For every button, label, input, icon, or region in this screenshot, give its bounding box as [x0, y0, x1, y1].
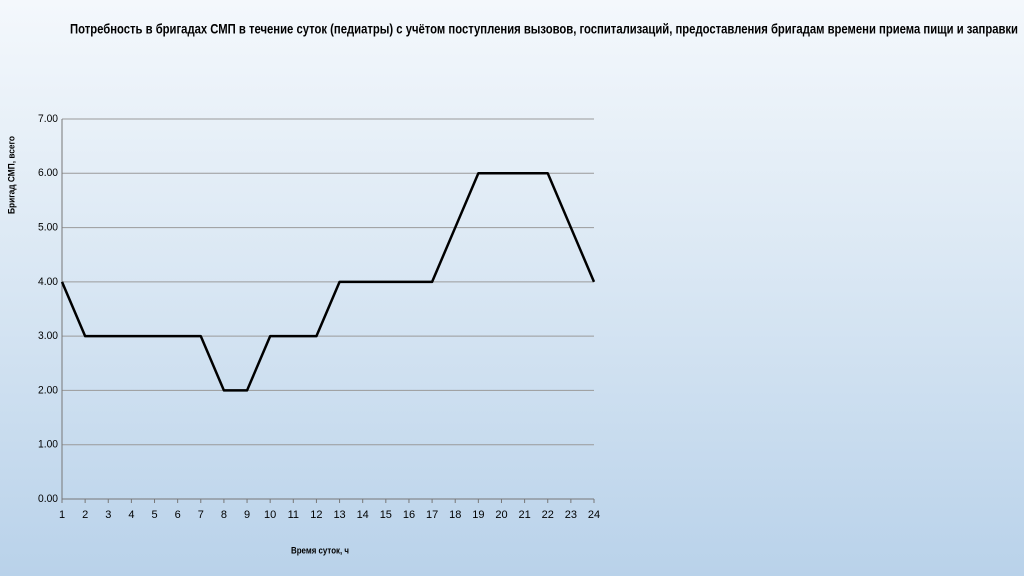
x-tick-label: 12	[310, 509, 322, 521]
data-line	[60, 172, 596, 392]
x-tick-label: 16	[403, 509, 415, 521]
x-tick-label: 14	[357, 509, 369, 521]
y-tick-label: 3.00	[38, 330, 58, 342]
x-tick-label: 11	[288, 509, 299, 521]
y-tick-label: 0.00	[38, 493, 58, 505]
x-tick-label: 5	[151, 509, 157, 521]
y-tick-label: 4.00	[38, 276, 58, 288]
x-tick-label: 18	[449, 509, 461, 521]
x-tick-label: 13	[333, 509, 345, 521]
x-tick-label: 2	[82, 509, 88, 521]
y-tick-label: 7.00	[38, 113, 58, 125]
x-tick-label: 10	[264, 509, 276, 521]
chart-title: Потребность в бригадах СМП в течение сут…	[70, 21, 1018, 37]
y-tick-label: 5.00	[38, 221, 58, 233]
x-tick-label: 20	[495, 509, 507, 521]
x-axis-label: Время суток, ч	[291, 545, 349, 555]
y-tick-label: 6.00	[38, 167, 58, 179]
x-tick-label: 19	[472, 509, 484, 521]
x-tick-label: 9	[244, 509, 250, 521]
x-tick-label: 1	[59, 509, 65, 521]
x-tick-label: 17	[426, 509, 438, 521]
x-tick-label: 4	[128, 509, 134, 521]
x-tick-label: 24	[588, 509, 600, 521]
x-tick-label: 7	[198, 509, 204, 521]
x-tick-label: 15	[380, 509, 392, 521]
y-axis-label: Бригад СМП, всего	[6, 136, 16, 214]
x-tick-label: 21	[518, 509, 530, 521]
x-tick-label: 6	[175, 509, 181, 521]
x-tick-label: 23	[565, 509, 577, 521]
x-tick-label: 8	[221, 509, 227, 521]
x-tick-label: 3	[105, 509, 111, 521]
y-tick-label: 1.00	[38, 439, 58, 451]
y-tick-label: 2.00	[38, 384, 58, 396]
x-tick-label: 22	[542, 509, 554, 521]
